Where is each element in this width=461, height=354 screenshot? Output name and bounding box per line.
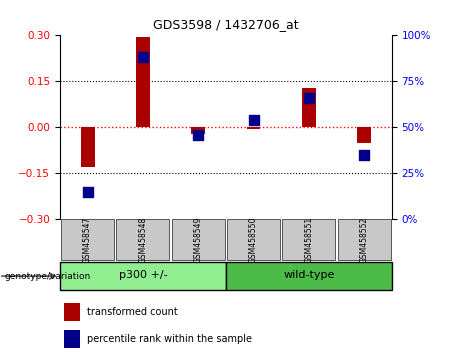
Text: p300 +/-: p300 +/- <box>118 270 167 280</box>
Text: transformed count: transformed count <box>88 307 178 317</box>
Text: genotype/variation: genotype/variation <box>5 272 91 281</box>
Title: GDS3598 / 1432706_at: GDS3598 / 1432706_at <box>153 18 299 32</box>
FancyBboxPatch shape <box>116 219 170 260</box>
FancyBboxPatch shape <box>227 219 280 260</box>
Bar <box>191 127 205 133</box>
Bar <box>64 330 79 348</box>
Point <box>84 189 91 195</box>
FancyBboxPatch shape <box>282 219 336 260</box>
Text: GSM458551: GSM458551 <box>304 217 313 263</box>
Bar <box>302 87 316 127</box>
Text: GSM458550: GSM458550 <box>249 217 258 263</box>
Bar <box>357 127 371 143</box>
Text: GSM458549: GSM458549 <box>194 217 203 263</box>
FancyBboxPatch shape <box>337 219 391 260</box>
Point <box>139 55 147 60</box>
FancyBboxPatch shape <box>61 219 114 260</box>
FancyBboxPatch shape <box>226 262 392 290</box>
Point <box>195 132 202 138</box>
Point <box>361 152 368 158</box>
Bar <box>136 37 150 127</box>
Text: GSM458548: GSM458548 <box>138 217 148 263</box>
Point <box>305 95 313 101</box>
Text: GSM458547: GSM458547 <box>83 217 92 263</box>
Text: percentile rank within the sample: percentile rank within the sample <box>88 334 252 344</box>
FancyBboxPatch shape <box>60 262 226 290</box>
Bar <box>247 127 260 129</box>
FancyBboxPatch shape <box>171 219 225 260</box>
Bar <box>81 127 95 167</box>
Text: wild-type: wild-type <box>283 270 335 280</box>
Text: GSM458552: GSM458552 <box>360 217 369 263</box>
Point <box>250 117 257 123</box>
Bar <box>64 303 79 321</box>
